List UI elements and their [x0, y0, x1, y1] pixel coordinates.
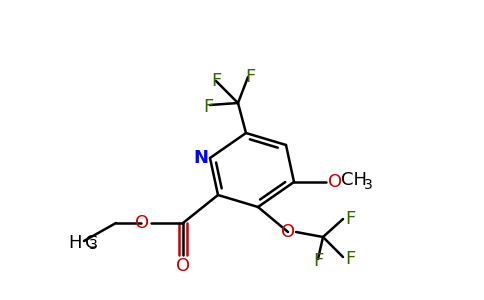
Text: F: F [313, 252, 323, 270]
Text: O: O [281, 223, 295, 241]
Text: CH: CH [341, 171, 367, 189]
Text: O: O [135, 214, 149, 232]
Text: F: F [345, 210, 355, 228]
Text: O: O [328, 173, 342, 191]
Text: N: N [193, 149, 208, 167]
Text: F: F [203, 98, 213, 116]
Text: 3: 3 [89, 238, 98, 252]
Text: O: O [176, 257, 190, 275]
Text: F: F [245, 68, 255, 86]
Text: C: C [85, 234, 97, 252]
Text: 3: 3 [364, 178, 373, 192]
Text: F: F [211, 72, 221, 90]
Text: H: H [69, 234, 82, 252]
Text: F: F [345, 250, 355, 268]
